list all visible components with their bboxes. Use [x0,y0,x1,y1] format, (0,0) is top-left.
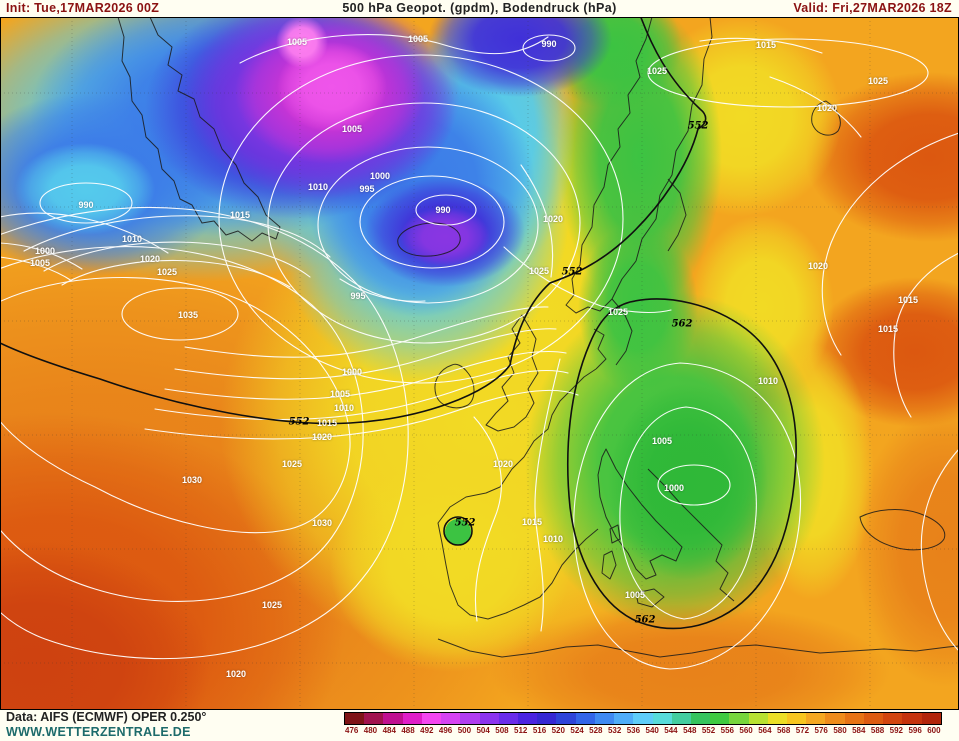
colorbar-segment [383,713,403,724]
coastline-iberia-france [437,368,599,620]
colorbar-tick: 480 [363,726,378,735]
colorbar-tick: 524 [570,726,584,735]
coastline-north-africa [437,638,959,658]
colorbar-tick: 476 [345,726,359,735]
coastlines [117,17,959,658]
colorbar-segment [575,713,595,724]
colorbar-tick: 560 [739,726,753,735]
colorbar-segment [421,713,442,724]
colorbar-tick: 504 [476,726,490,735]
colorbar-segment [748,713,768,724]
colorbar-segment [825,713,845,724]
colorbar-tick: 528 [589,726,603,735]
colorbar-tick: 484 [382,726,396,735]
geopotential-color-field [0,17,959,710]
colorbar-tick: 540 [645,726,659,735]
colorbar-segment [345,713,365,724]
colorbar-segment [844,713,864,724]
coastline-scandinavia [565,17,713,314]
colorbar-segment [594,713,615,724]
colorbar-segment [460,713,480,724]
map-footer: Data: AIFS (ECMWF) OPER 0.250° WWW.WETTE… [0,710,959,741]
colorbar-segment [710,713,730,724]
colorbar-tick: 532 [607,726,622,735]
colorbar-segment [652,713,672,724]
coastline-greenland [117,17,281,242]
coastline-italy [597,448,683,580]
colorbar-segment [402,713,422,724]
colorbar-segment [537,713,557,724]
colorbar-tick: 588 [870,726,885,735]
colorbar-tick: 564 [758,726,772,735]
website-label: WWW.WETTERZENTRALE.DE [6,725,191,739]
colorbar-tick: 568 [776,726,791,735]
colorbar-ticks: 476 480 484 488 492 496 500 504 508 512 516 520 524 5… [344,726,942,736]
map-title: 500 hPa Geopot. (gpdm), Bodendruck (hPa) [342,1,617,15]
colorbar-tick: 556 [720,726,734,735]
colorbar: 476 480 484 488 492 496 500 504 508 512 516 520 524 5… [344,712,942,736]
colorbar-segment [921,713,941,724]
colorbar-segment [671,713,691,724]
colorbar-segment [364,713,384,724]
colorbar-tick: 548 [683,726,697,735]
colorbar-tick: 520 [551,726,565,735]
colorbar-segment [556,713,576,724]
map-header: Init: Tue,17MAR2026 00Z 500 hPa Geopot. … [0,0,959,17]
colorbar-segment [902,713,922,724]
colorbar-segment [441,713,461,724]
colorbar-tick: 596 [908,726,922,735]
colorbar-tick: 488 [401,726,415,735]
colorbar-segment [787,713,807,724]
colorbar-segment [517,713,538,724]
colorbar-tick: 552 [701,726,716,735]
colorbar-tick: 580 [833,726,847,735]
contour-552 [0,17,707,425]
colorbar-segment [633,713,653,724]
colorbar-segment [498,713,518,724]
init-time-label: Init: Tue,17MAR2026 00Z [6,1,160,15]
colorbar-segment [806,713,826,724]
colorbar-tick: 600 [927,726,941,735]
valid-time-label: Valid: Fri,27MAR2026 18Z [793,1,952,15]
colorbar-tick: 584 [852,726,866,735]
contour-552-closed [443,516,473,546]
colorbar-tick: 576 [814,726,828,735]
geopotential-contours [0,17,797,630]
colorbar-segment [614,713,634,724]
coastline-black-sea [859,509,946,551]
coastline-balkans [647,468,735,602]
colorbar-tick: 508 [495,726,509,735]
colorbar-tick: 512 [514,726,528,735]
colorbar-tick: 536 [626,726,641,735]
map-canvas [0,17,959,710]
weather-map-svg [0,17,959,710]
colorbar-tick: 544 [664,726,678,735]
colorbar-tick: 592 [889,726,904,735]
coastline-britain [485,314,539,432]
colorbar-segment [729,713,749,724]
colorbar-segment [690,713,711,724]
colorbar-segments [344,712,942,725]
colorbar-tick: 516 [532,726,547,735]
coastline-iceland [397,222,461,257]
colorbar-segment [883,713,903,724]
colorbar-tick: 492 [420,726,434,735]
colorbar-tick: 496 [438,726,453,735]
colorbar-tick: 500 [457,726,472,735]
colorbar-segment [479,713,499,724]
colorbar-tick: 572 [795,726,810,735]
colorbar-segment [863,713,884,724]
data-source-label: Data: AIFS (ECMWF) OPER 0.250° [6,710,207,724]
isobar-contours [0,34,959,670]
contour-562 [566,298,797,630]
colorbar-segment [767,713,788,724]
